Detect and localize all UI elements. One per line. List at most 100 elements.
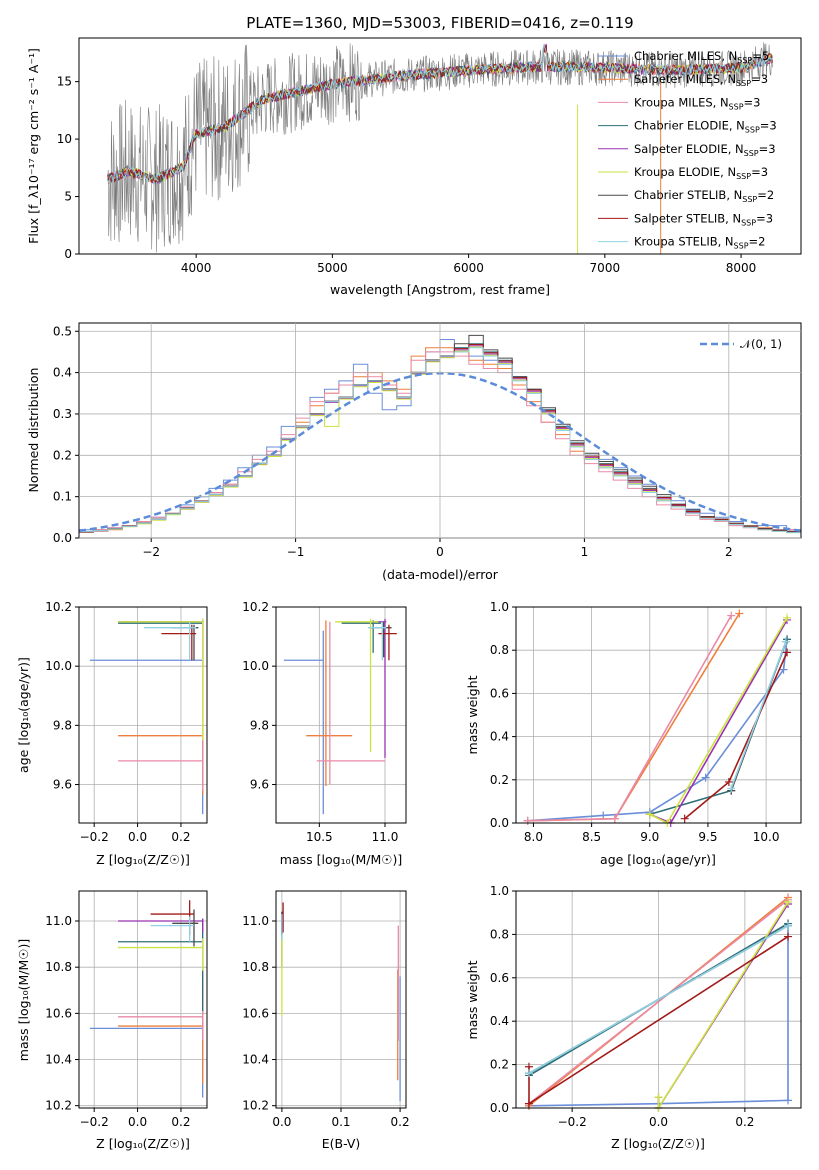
spectrum-xlabel: wavelength [Angstrom, rest frame] (330, 282, 550, 297)
y-tick-label: 15 (57, 75, 72, 89)
mass-vs-Z-panel: −0.2 0.0 0.2 10.2 10.4 10.6 10.8 11.0 (45, 891, 207, 1129)
age-vs-mass-panel: 10.5 11.0 9.6 9.8 10.0 10.2 (242, 600, 406, 844)
weight-marker (599, 811, 608, 820)
x-tick-label: 2 (725, 545, 733, 559)
legend-label: Kroupa MILES, NSSP=3 (634, 95, 760, 111)
x-tick-label: −0.2 (80, 1115, 109, 1129)
x-tick-label: 0.1 (331, 1115, 350, 1129)
y-tick-label: 0.1 (53, 490, 72, 504)
weight-vs-Z-ylabel: mass weight (465, 960, 480, 1039)
weight-marker (735, 609, 744, 618)
y-tick-label: 5 (64, 190, 72, 204)
x-tick-label: 0.2 (735, 1115, 754, 1129)
spectrum-plot-area (107, 42, 773, 254)
age-vs-Z-frame (78, 606, 208, 824)
residual-xlabel: (data-model)/error (382, 567, 499, 582)
x-tick-label: 0.0 (128, 1115, 147, 1129)
x-tick-label: 9.5 (698, 830, 717, 844)
y-tick-label: 0.8 (490, 927, 509, 941)
observed-spectrum-line (107, 42, 773, 253)
weight-marker (784, 897, 793, 906)
x-tick-label: 8.5 (582, 830, 601, 844)
y-tick-label: 0.3 (53, 407, 72, 421)
weight-line (730, 641, 787, 789)
x-tick-label: 5000 (317, 261, 348, 275)
y-tick-label: 0.0 (490, 816, 509, 830)
weight-vs-age-xlabel: age [log₁₀(age/yr)] (600, 852, 716, 867)
y-tick-label: 10.6 (45, 1006, 72, 1020)
weight-marker (784, 932, 793, 941)
x-tick-label: 10.0 (753, 830, 780, 844)
y-tick-label: 10.8 (45, 960, 72, 974)
weight-marker (784, 1096, 793, 1105)
weight-line (528, 925, 789, 1074)
x-tick-label: −0.2 (80, 830, 109, 844)
weight-line (657, 901, 789, 1111)
weight-marker (727, 784, 736, 793)
y-tick-label: 0.0 (53, 531, 72, 545)
figure-title: PLATE=1360, MJD=53003, FIBERID=0416, z=0… (246, 14, 633, 32)
x-tick-label: 7000 (590, 261, 621, 275)
x-tick-label: 1 (581, 545, 589, 559)
x-tick-label: −2 (142, 545, 160, 559)
y-tick-label: 10.8 (242, 960, 269, 974)
age-vs-Z-panel: −0.2 0.0 0.2 9.6 9.8 10.0 10.2 (45, 600, 207, 844)
weight-vs-Z-xlabel: Z [log₁₀(Z/Z☉)] (611, 1136, 705, 1151)
x-tick-label: −1 (287, 545, 305, 559)
residual-legend: 𝒩(0, 1) (700, 337, 782, 351)
weight-vs-age-frame (515, 606, 802, 824)
x-tick-label: 8000 (726, 261, 757, 275)
spectrum-ylabel: Flux [f_λ10⁻¹⁷ erg cm⁻² s⁻¹ A⁻¹] (26, 48, 41, 244)
spectrum-frame (78, 37, 802, 255)
weight-vs-Z-panel: −0.2 0.0 0.2 0.0 0.2 0.4 0.6 0.8 1.0 (490, 884, 801, 1129)
legend-label: Chabrier MILES, NSSP=5 (634, 49, 769, 65)
weight-marker (610, 814, 619, 823)
y-tick-label: 10.2 (45, 1099, 72, 1113)
y-tick-label: 9.6 (53, 778, 72, 792)
gauss-legend-label: 𝒩(0, 1) (740, 337, 782, 351)
y-tick-label: 11.0 (242, 914, 269, 928)
legend-label: Salpeter STELIB, NSSP=3 (634, 211, 773, 227)
weight-marker (781, 637, 790, 646)
spectrum-axes: 4000 5000 6000 7000 8000 0 5 10 15 (57, 75, 757, 275)
y-tick-label: 0.2 (490, 1058, 509, 1072)
weight-marker (727, 611, 736, 620)
x-tick-label: 0.0 (649, 1115, 668, 1129)
age-vs-Z-xlabel: Z [log₁₀(Z/Z☉)] (96, 852, 190, 867)
y-tick-label: 1.0 (490, 884, 509, 898)
x-tick-label: −0.2 (558, 1115, 587, 1129)
y-tick-label: 10 (57, 132, 72, 146)
weight-line (528, 923, 789, 1107)
mass-vs-Z-ylabel: mass [log₁₀(M/M☉)] (16, 939, 31, 1061)
weight-vs-age-ylabel: mass weight (465, 675, 480, 754)
x-tick-label: 0.2 (171, 830, 190, 844)
y-tick-label: 9.8 (250, 718, 269, 732)
model-spectrum-line (107, 43, 773, 184)
age-vs-mass-xlabel: mass [log₁₀(M/M☉)] (280, 852, 402, 867)
y-tick-label: 0.4 (53, 366, 72, 380)
y-tick-label: 0 (64, 247, 72, 261)
x-tick-label: 0.2 (391, 1115, 410, 1129)
weight-marker (654, 1093, 663, 1102)
age-vs-mass-frame (275, 606, 407, 824)
y-tick-label: 0.6 (490, 686, 509, 700)
legend-label: Kroupa ELODIE, NSSP=3 (634, 165, 768, 181)
spectrum-legend: Chabrier MILES, NSSP=5 Salpeter MILES, NS… (598, 49, 777, 251)
y-tick-label: 9.8 (53, 718, 72, 732)
weight-marker (779, 665, 788, 674)
weight-marker (701, 773, 710, 782)
residual-panel: −2 −1 0 1 2 0.0 0.1 0.2 0.3 0.4 0.5 𝒩(0, 1) (data-… (26, 322, 802, 582)
weight-marker (680, 814, 689, 823)
y-tick-label: 10.4 (242, 1053, 269, 1067)
weight-marker (783, 648, 792, 657)
x-tick-label: 4000 (181, 261, 212, 275)
mass-vs-ebv-xlabel: E(B-V) (322, 1136, 361, 1151)
y-tick-label: 10.2 (45, 600, 72, 614)
weight-line (528, 899, 789, 1105)
legend-label: Kroupa STELIB, NSSP=2 (634, 235, 765, 251)
y-tick-label: 0.2 (490, 773, 509, 787)
mass-vs-Z-frame (78, 890, 208, 1109)
y-tick-label: 0.5 (53, 324, 72, 338)
y-tick-label: 0.6 (490, 971, 509, 985)
x-tick-label: 0.2 (171, 1115, 190, 1129)
